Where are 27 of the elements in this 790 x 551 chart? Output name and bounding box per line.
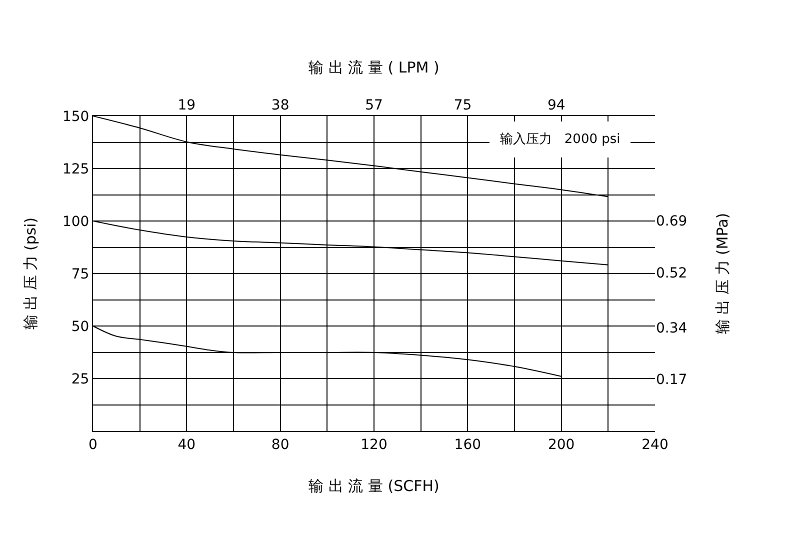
- y-tick-label: 25: [71, 371, 90, 388]
- annotation: 输入压力 2000 psi: [500, 132, 620, 147]
- y2-tick-label: 0.69: [656, 214, 688, 230]
- x-tick-label: 80: [271, 436, 290, 453]
- x2-tick-label: 75: [454, 97, 472, 114]
- x-tick-label: 0: [88, 436, 98, 453]
- x-tick-label: 240: [642, 436, 668, 453]
- x-tick-label: 200: [548, 436, 575, 453]
- y2-tick-label: 0.52: [656, 265, 688, 282]
- x-tick-label: 160: [454, 436, 482, 453]
- x-tick-label: 120: [360, 436, 388, 453]
- y-tick-label: 125: [62, 161, 90, 178]
- y2-tick-label: 0.17: [656, 372, 688, 388]
- y2-axis-title: 输 出 压 力 (MPa): [713, 212, 732, 334]
- y-axis-title: 输 出 压 力 (psi): [22, 217, 40, 330]
- x2-tick-label: 57: [365, 97, 383, 114]
- x-axis-title: 输 出 流 量 (SCFH): [308, 476, 440, 495]
- x2-tick-label: 94: [547, 97, 566, 114]
- x-tick-label: 40: [178, 436, 196, 453]
- y-tick-label: 100: [62, 214, 90, 230]
- x2-tick-label: 38: [271, 97, 290, 114]
- y2-tick-label: 0.34: [656, 320, 688, 336]
- x2-axis-title: 输 出 流 量 ( LPM ): [308, 58, 440, 77]
- y-tick-label: 50: [71, 318, 90, 335]
- y-tick-label: 75: [71, 266, 90, 282]
- x2-tick-label: 19: [178, 97, 196, 114]
- y-tick-label: 150: [62, 108, 90, 125]
